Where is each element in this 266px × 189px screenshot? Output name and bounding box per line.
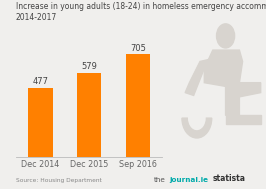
Text: Source: Housing Department: Source: Housing Department: [16, 178, 102, 183]
Bar: [77, 73, 101, 157]
Text: Increase in young adults (18-24) in homeless emergency accommodation in Ireland: Increase in young adults (18-24) in home…: [16, 2, 266, 11]
Wedge shape: [182, 118, 212, 138]
Polygon shape: [229, 83, 261, 97]
Polygon shape: [185, 59, 213, 95]
Text: 705: 705: [130, 44, 146, 53]
Text: journal.ie: journal.ie: [169, 177, 208, 183]
Text: statista: statista: [213, 174, 246, 183]
Bar: [126, 54, 150, 157]
Text: 579: 579: [81, 62, 97, 71]
Polygon shape: [226, 115, 261, 124]
Text: 2014-2017: 2014-2017: [16, 13, 57, 22]
Text: the: the: [154, 177, 166, 183]
Text: 477: 477: [32, 77, 48, 86]
Bar: [28, 88, 52, 157]
Polygon shape: [204, 50, 243, 87]
Circle shape: [217, 24, 235, 48]
Polygon shape: [226, 83, 239, 115]
